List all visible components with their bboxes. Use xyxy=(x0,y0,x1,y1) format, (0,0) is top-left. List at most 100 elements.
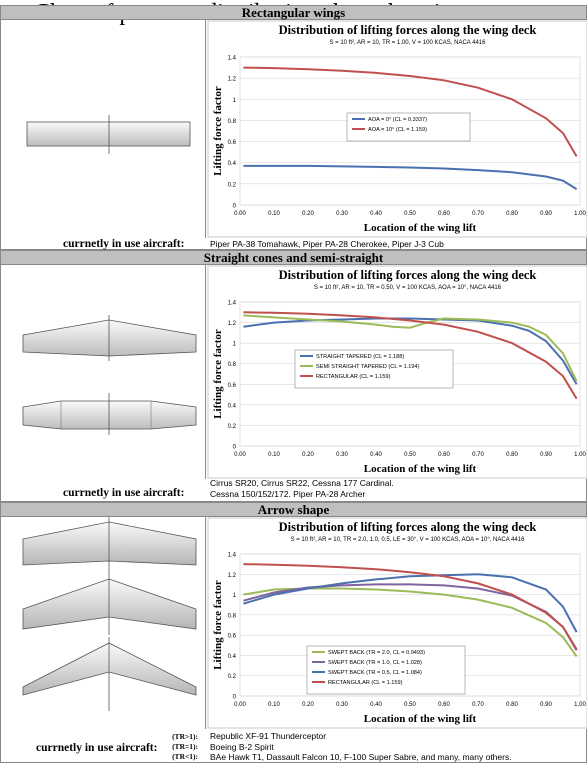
x-axis-label: Location of the wing lift xyxy=(364,222,477,234)
legend-entry: RECTANGULAR (CL = 1.159) xyxy=(316,374,391,380)
y-tick-label: 0.8 xyxy=(228,613,237,619)
aircraft-list-line: Boeing B-2 Spirit xyxy=(210,742,274,752)
y-axis-label: Lifting force factor xyxy=(212,329,224,419)
y-tick-label: 1 xyxy=(233,593,237,599)
legend-entry: AOA = 0° (CL = 0.3337) xyxy=(368,117,427,123)
legend-box xyxy=(346,112,471,142)
x-tick-label: 0.50 xyxy=(404,211,416,217)
chart-subtitle: S = 10 ft², AR = 10, TR = 1.00, V = 100 … xyxy=(330,40,487,46)
rectangular-wing-drawing xyxy=(26,115,191,154)
x-tick-label: 0.60 xyxy=(438,702,450,708)
tr-label: (TR>1): xyxy=(172,732,198,741)
y-tick-label: 1.4 xyxy=(228,56,237,62)
section-straight-cones: Straight cones and semi-straight Distrib… xyxy=(0,250,587,502)
y-tick-label: 0.2 xyxy=(228,182,237,188)
x-tick-label: 0.30 xyxy=(336,211,348,217)
x-tick-label: 0.60 xyxy=(438,452,450,458)
x-tick-label: 0.80 xyxy=(506,452,518,458)
y-tick-label: 0.8 xyxy=(228,362,237,368)
y-tick-label: 0.6 xyxy=(228,140,237,146)
wing-drawing-cell xyxy=(1,20,206,238)
legend-box xyxy=(306,645,466,695)
aircraft-list-line: Cessna 150/152/172. Piper PA-28 Archer xyxy=(210,489,366,499)
legend-entry: STRAIGHT TAPERED (CL = 1.188) xyxy=(316,354,404,360)
y-tick-label: 1.2 xyxy=(228,573,237,579)
x-tick-label: 0.10 xyxy=(268,702,280,708)
x-tick-label: 0.90 xyxy=(540,211,552,217)
legend-entry: SWEPT BACK (TR = 1.0, CL = 1.028) xyxy=(328,660,422,666)
series-line xyxy=(243,573,578,633)
aircraft-list: Piper PA-38 Tomahawk, Piper PA-28 Cherok… xyxy=(210,239,444,249)
chart-subtitle: S = 10 ft², AR = 10, TR = 2.0, 1.0, 0.5,… xyxy=(291,537,525,543)
aircraft-list-line: Cirrus SR20, Cirrus SR22, Cessna 177 Car… xyxy=(210,478,394,488)
x-axis-label: Location of the wing lift xyxy=(364,463,477,475)
section-rectangular: Rectangular wings Distribution of liftin… xyxy=(0,5,587,250)
aircraft-label: currnetly in use aircraft: xyxy=(63,238,185,250)
aircraft-list-line: BAe Hawk T1, Dassault Falcon 10, F-100 S… xyxy=(210,752,512,762)
chart-title: Distribution of lifting forces along the… xyxy=(279,268,537,282)
x-tick-label: 0.70 xyxy=(472,452,484,458)
chart-panel: Distribution of lifting forces along the… xyxy=(207,20,587,238)
x-tick-label: 0.00 xyxy=(234,211,246,217)
x-tick-label: 1.00 xyxy=(574,452,586,458)
x-tick-label: 0.70 xyxy=(472,702,484,708)
chart-panel: Distribution of lifting forces along the… xyxy=(207,265,587,479)
lift-distribution-chart: Distribution of lifting forces along the… xyxy=(207,265,587,479)
lift-distribution-chart: Distribution of lifting forces along the… xyxy=(207,20,587,238)
y-tick-label: 0.4 xyxy=(228,161,237,167)
x-tick-label: 0.90 xyxy=(540,702,552,708)
aircraft-label: currnetly in use aircraft: xyxy=(36,742,158,754)
tr-label: (TR<1): xyxy=(172,752,198,761)
tr-label: (TR=1): xyxy=(172,742,198,751)
x-tick-label: 0.20 xyxy=(302,702,314,708)
y-tick-label: 0.6 xyxy=(228,383,237,389)
section-arrow-shape: Arrow shape Distribution of lifting forc… xyxy=(0,502,587,763)
x-tick-label: 0.60 xyxy=(438,211,450,217)
x-tick-label: 0.30 xyxy=(336,702,348,708)
series-line xyxy=(243,66,578,157)
chart-title: Distribution of lifting forces along the… xyxy=(279,520,537,534)
legend-entry: SWEPT BACK (TR = 0.5, CL = 1.084) xyxy=(328,670,422,676)
series-line xyxy=(243,311,578,400)
x-tick-label: 1.00 xyxy=(574,702,586,708)
x-tick-label: 0.90 xyxy=(540,452,552,458)
x-tick-label: 0.40 xyxy=(370,452,382,458)
x-axis-label: Location of the wing lift xyxy=(364,713,477,725)
series-line xyxy=(243,164,578,190)
y-tick-label: 0.2 xyxy=(228,424,237,430)
swept-wings-drawing xyxy=(22,517,197,711)
y-tick-label: 0.8 xyxy=(228,119,237,125)
legend-entry: AOA = 10° (CL = 1.159) xyxy=(368,127,427,133)
chart-panel: Distribution of lifting forces along the… xyxy=(207,517,587,729)
x-tick-label: 0.40 xyxy=(370,702,382,708)
x-tick-label: 0.20 xyxy=(302,211,314,217)
x-tick-label: 0.10 xyxy=(268,452,280,458)
x-tick-label: 0.50 xyxy=(404,702,416,708)
chart-title: Distribution of lifting forces along the… xyxy=(279,23,537,37)
legend-entry: SWEPT BACK (TR = 2.0, CL = 0.9493) xyxy=(328,650,425,656)
series-line xyxy=(243,563,578,650)
x-tick-label: 0.80 xyxy=(506,211,518,217)
y-tick-label: 1.4 xyxy=(228,553,237,559)
section-header: Rectangular wings xyxy=(1,6,586,20)
y-tick-label: 0.2 xyxy=(228,674,237,680)
y-tick-label: 1.2 xyxy=(228,321,237,327)
legend-entry: SEMI STRAIGHT TAPERED (CL = 1.194) xyxy=(316,364,420,370)
y-axis-label: Lifting force factor xyxy=(212,86,224,176)
x-tick-label: 0.80 xyxy=(506,702,518,708)
x-tick-label: 0.00 xyxy=(234,452,246,458)
y-tick-label: 0 xyxy=(233,695,237,701)
y-tick-label: 1.2 xyxy=(228,77,237,83)
y-tick-label: 0.4 xyxy=(228,403,237,409)
x-tick-label: 0.40 xyxy=(370,211,382,217)
y-tick-label: 0 xyxy=(233,204,237,210)
tapered-wings-drawing xyxy=(22,315,197,435)
section-header: Straight cones and semi-straight xyxy=(1,251,586,265)
x-tick-label: 0.70 xyxy=(472,211,484,217)
legend-entry: RECTANGULAR (CL = 1.159) xyxy=(328,680,403,686)
x-tick-label: 1.00 xyxy=(574,211,586,217)
x-tick-label: 0.00 xyxy=(234,702,246,708)
aircraft-label: currnetly in use aircraft: xyxy=(63,487,185,499)
y-axis-label: Lifting force factor xyxy=(212,580,224,670)
legend-box xyxy=(294,349,454,389)
